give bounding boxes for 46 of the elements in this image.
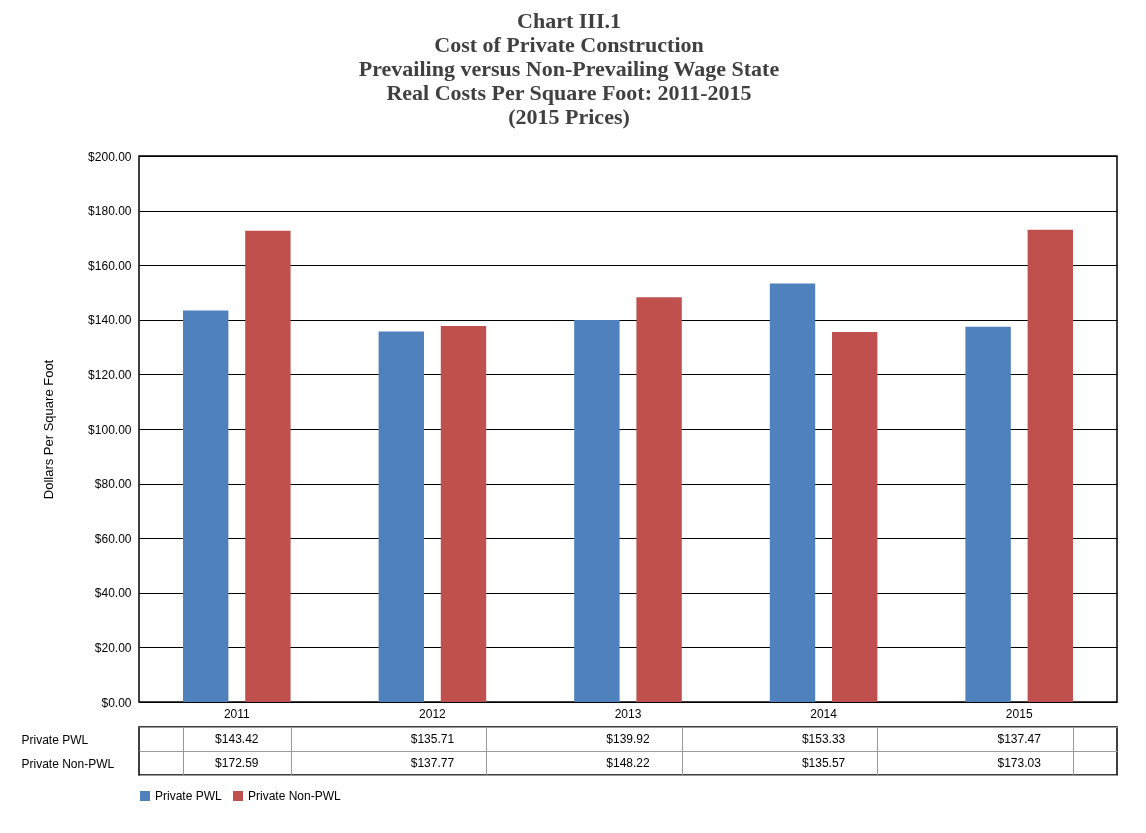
bar [574,320,620,702]
text: Private PWL [21,732,89,747]
bar [1027,229,1073,702]
bar [769,283,816,702]
y-tick-label: $200.00 [88,149,132,164]
data-label: $148.22 [606,756,651,770]
y-tick-label: $80.00 [94,477,132,492]
data-label: $139.92 [606,732,651,746]
y-tick-label: $120.00 [88,367,132,382]
data-label: $173.03 [997,756,1042,770]
bar [636,297,682,702]
data-label: $172.59 [215,756,259,770]
data-label: $135.57 [801,756,846,770]
x-tick-label: 2013 [614,706,642,721]
y-tick-label: $180.00 [88,204,132,219]
legend-label: Private PWL [155,789,223,803]
x-tick-label: 2014 [810,706,838,721]
y-tick-label: $20.00 [94,640,132,655]
x-tick-label: 2012 [419,706,447,721]
y-tick-label: $0.00 [101,695,132,710]
y-tick-label: $140.00 [88,313,132,328]
text: Prevailing versus Non-Prevailing Wage State [358,56,780,82]
x-tick-label: 2015 [1005,706,1033,721]
y-axis-title: Dollars Per Square Foot [41,359,57,500]
y-tick-label: $160.00 [88,258,132,273]
bar [183,310,229,702]
data-label: $137.47 [997,732,1042,746]
data-label: $153.33 [801,732,846,746]
x-tick-label: 2011 [223,706,251,721]
y-tick-label: $40.00 [94,586,132,601]
bar [440,325,487,702]
text: Chart III.1 [517,8,621,34]
legend-label: Private Non-PWL [248,789,342,803]
data-label: $135.71 [410,732,455,746]
bar [965,326,1011,702]
bar [245,230,291,702]
data-label: $137.77 [410,756,455,770]
y-tick-label: $60.00 [94,531,132,546]
text: Private Non-PWL [21,756,115,771]
text: (2015 Prices) [508,104,630,130]
text: Real Costs Per Square Foot: 2011-2015 [386,80,752,106]
text: Cost of Private Construction [434,32,704,58]
data-label: $143.42 [215,732,259,746]
bar [831,331,878,702]
y-tick-label: $100.00 [88,422,132,437]
bar [378,331,425,702]
